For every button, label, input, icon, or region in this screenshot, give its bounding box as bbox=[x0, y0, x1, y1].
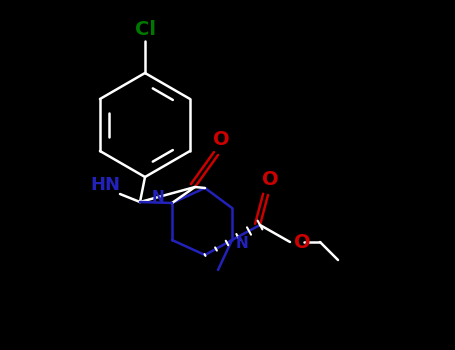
Text: HN: HN bbox=[90, 176, 120, 194]
Text: N: N bbox=[236, 236, 249, 251]
Text: O: O bbox=[262, 170, 278, 189]
Text: Cl: Cl bbox=[135, 20, 156, 39]
Text: O: O bbox=[294, 232, 311, 252]
Text: O: O bbox=[212, 130, 229, 149]
Text: N: N bbox=[151, 190, 164, 205]
